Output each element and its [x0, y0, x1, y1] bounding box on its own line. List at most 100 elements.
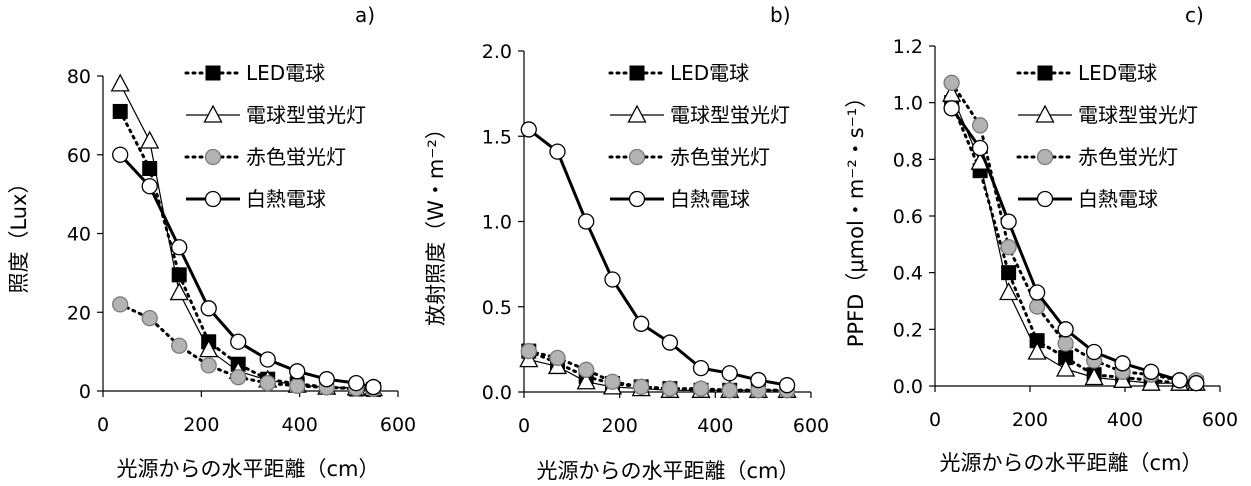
- data-point: [520, 342, 537, 360]
- legend-marker: [205, 65, 221, 81]
- data-point: [141, 310, 158, 327]
- y-tick-label: 60: [67, 145, 91, 167]
- data-point: [289, 377, 306, 395]
- chart-panel-3: 0.0 0.2 0.4 0.6 0.8 1.0 1.2 0 200 400 600光源からの水平距離…: [844, 3, 1238, 475]
- series-line: [118, 302, 375, 391]
- y-tick-label: 1.5: [482, 126, 512, 148]
- panel-label: b): [770, 3, 791, 27]
- x-tick-label: 400: [282, 414, 318, 436]
- data-point: [1188, 375, 1205, 392]
- x-tick-label: 0: [929, 409, 941, 431]
- data-point: [604, 373, 621, 390]
- y-axis-title: 放射照度（W・m⁻²）: [424, 118, 448, 326]
- legend-label: 白熱電球: [1078, 187, 1158, 211]
- data-point: [199, 339, 219, 358]
- data-point: [721, 365, 738, 382]
- data-point: [578, 361, 595, 378]
- data-point: [999, 282, 1019, 301]
- data-point: [721, 382, 738, 399]
- data-point: [578, 213, 595, 230]
- y-tick-label: 20: [67, 302, 91, 324]
- data-point: [633, 378, 650, 396]
- y-tick-label: 1.0: [893, 93, 923, 115]
- data-point: [549, 349, 566, 367]
- data-point: [1084, 367, 1104, 386]
- data-point: [778, 377, 796, 394]
- data-point: [171, 337, 188, 354]
- y-tick-label: 0.0: [893, 376, 923, 398]
- data-point: [1028, 284, 1046, 301]
- data-point: [692, 380, 710, 397]
- panel-label: a): [355, 3, 375, 27]
- data-point: [943, 100, 960, 117]
- data-point: [318, 371, 335, 388]
- legend-label: 赤色蛍光灯: [1078, 145, 1178, 169]
- legend-label: LED電球: [246, 61, 325, 85]
- data-point: [289, 363, 306, 380]
- legend-label: 電球型蛍光灯: [246, 103, 366, 127]
- legend-marker: [203, 104, 223, 123]
- data-point: [1142, 363, 1160, 380]
- data-point: [169, 282, 189, 301]
- data-point: [230, 369, 247, 386]
- data-point: [171, 239, 188, 256]
- x-axis-title: 光源からの水平距離（cm）: [536, 459, 799, 483]
- data-point: [661, 380, 679, 397]
- legend-marker: [204, 190, 222, 208]
- data-point: [1000, 239, 1017, 256]
- data-point: [1000, 213, 1017, 230]
- y-tick-label: 2.0: [482, 41, 512, 63]
- series-line: [950, 101, 1198, 385]
- y-tick-label: 40: [67, 224, 91, 246]
- data-point: [1171, 372, 1188, 389]
- data-point: [1057, 335, 1074, 352]
- series-inc: [520, 121, 796, 394]
- legend-marker: [1035, 104, 1055, 123]
- chart-panel-2: 0.0 0.5 1.0 1.5 2.0 0 200 400 600 光源からの水平距離（cm） 放射…: [424, 3, 829, 483]
- data-point: [750, 371, 767, 389]
- legend-label: 赤色蛍光灯: [246, 145, 346, 169]
- y-axis-title: 照度（Lux）: [7, 172, 31, 293]
- y-tick-label: 80: [67, 66, 91, 88]
- data-point: [971, 139, 989, 157]
- x-tick-label: 200: [183, 414, 219, 436]
- x-axis-title: 光源からの水平距離（cm）: [116, 457, 379, 481]
- legend-marker: [628, 190, 646, 208]
- x-tick-label: 200: [1012, 409, 1048, 431]
- data-point: [1027, 341, 1047, 360]
- legend-marker: [629, 65, 645, 81]
- data-point: [661, 334, 679, 351]
- data-point: [365, 378, 382, 396]
- data-point: [112, 103, 128, 119]
- legend-marker: [1036, 190, 1054, 208]
- x-tick-label: 200: [602, 415, 638, 437]
- y-tick-label: 0.0: [482, 382, 512, 404]
- data-point: [604, 271, 621, 288]
- data-point: [141, 178, 158, 195]
- legend-label: LED電球: [670, 61, 749, 85]
- series-inc: [943, 100, 1205, 392]
- series-line: [119, 83, 374, 390]
- data-point: [110, 73, 130, 92]
- data-point: [633, 315, 650, 332]
- data-point: [142, 161, 158, 177]
- data-point: [112, 296, 129, 313]
- data-point: [200, 357, 217, 374]
- data-point: [1056, 358, 1076, 377]
- y-axis-title: PPFD（μmol・m⁻²・s⁻¹）: [844, 87, 868, 347]
- x-tick-label: 0: [97, 414, 109, 436]
- y-tick-label: 0.6: [893, 206, 923, 228]
- x-tick-label: 0: [518, 415, 530, 437]
- y-tick-label: 1.0: [482, 212, 512, 234]
- y-tick-label: 0.4: [893, 263, 923, 285]
- legend-marker: [627, 104, 647, 123]
- x-axis-title: 光源からの水平距離（cm）: [939, 451, 1202, 475]
- x-tick-label: 400: [697, 415, 733, 437]
- series-line: [527, 349, 789, 392]
- series-line: [528, 359, 788, 391]
- data-point: [1085, 343, 1103, 361]
